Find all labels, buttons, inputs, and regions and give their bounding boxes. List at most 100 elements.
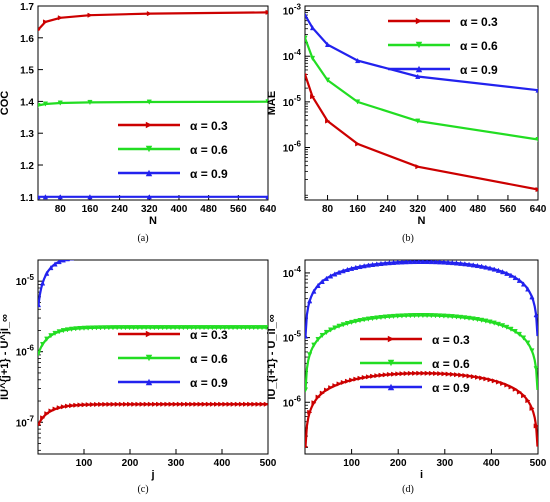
data-point	[48, 408, 54, 414]
data-point	[239, 253, 243, 257]
data-point	[470, 316, 476, 322]
data-point	[172, 325, 178, 331]
data-point	[172, 401, 178, 407]
x-tick-label: 500	[260, 458, 277, 469]
data-point	[340, 268, 346, 274]
data-point	[259, 325, 265, 331]
data-point	[259, 401, 265, 407]
data-point	[361, 374, 367, 381]
data-point	[332, 325, 338, 331]
data-point	[48, 333, 54, 339]
data-point	[118, 325, 124, 331]
data-point	[535, 186, 538, 193]
data-point	[403, 370, 409, 377]
x-tick-label: 100	[76, 458, 93, 469]
y-axis-label: MAE	[266, 91, 278, 115]
data-point	[147, 325, 153, 331]
x-tick-label: 80	[322, 204, 334, 215]
x-tick-label: 560	[500, 204, 517, 215]
data-point	[428, 313, 434, 319]
series-line-3	[305, 14, 538, 92]
data-point	[255, 401, 261, 407]
data-point	[222, 401, 228, 407]
data-point	[122, 401, 129, 407]
data-point	[93, 401, 100, 408]
data-point	[73, 326, 79, 332]
data-point	[98, 401, 104, 408]
data-point	[168, 401, 174, 407]
data-point	[106, 401, 112, 407]
legend-marker-3	[145, 169, 153, 177]
y-tick-label: 1.2	[20, 161, 34, 172]
data-point	[508, 326, 514, 332]
series-line-2	[305, 37, 538, 141]
legend-label-3: α = 0.9	[432, 381, 470, 395]
data-point	[479, 263, 485, 269]
y-tick-label: 1.1	[20, 193, 34, 204]
data-point	[52, 330, 58, 337]
data-point	[445, 371, 451, 377]
data-point	[94, 254, 98, 258]
legend-marker-3	[145, 378, 153, 386]
x-tick-label: 300	[436, 458, 453, 469]
x-tick-label: 640	[530, 204, 547, 215]
x-tick-label: 400	[483, 458, 500, 469]
data-point	[415, 73, 421, 79]
data-point	[48, 264, 54, 271]
data-point	[504, 270, 510, 276]
data-point	[242, 325, 249, 331]
data-point	[143, 401, 149, 407]
data-point	[462, 261, 468, 267]
data-point	[441, 313, 447, 319]
data-point	[491, 320, 497, 326]
data-point	[118, 401, 125, 407]
data-point	[246, 325, 253, 331]
legend-label-1: α = 0.3	[460, 15, 498, 29]
data-point	[395, 371, 401, 377]
data-point	[508, 272, 514, 278]
data-point	[144, 253, 148, 257]
data-point	[344, 320, 351, 327]
data-point	[44, 270, 50, 276]
data-point	[146, 11, 153, 17]
data-point	[357, 263, 363, 270]
data-point	[437, 371, 443, 377]
legend-marker-1	[145, 330, 153, 338]
data-point	[449, 260, 455, 266]
data-point	[445, 260, 451, 265]
data-point	[180, 401, 187, 407]
data-point	[470, 262, 476, 268]
legend-marker-2	[145, 354, 153, 362]
panel-c: 100 200 300 400 500 10-5 10-6 10-7 j IU^{j+1} - U…	[0, 253, 277, 481]
data-point	[374, 315, 380, 321]
data-point	[323, 275, 330, 281]
panel-d: 100 200 300 400 500 10-4 10-5 10-6 i IU_{i+1} - U…	[266, 259, 547, 481]
data-point	[479, 317, 485, 323]
data-point	[361, 263, 367, 269]
data-point	[193, 325, 199, 331]
data-point	[328, 385, 334, 391]
data-point	[189, 401, 195, 407]
y-tick-label: 10-5	[16, 273, 35, 288]
data-point	[247, 401, 253, 407]
data-point	[218, 401, 224, 407]
data-point	[111, 254, 115, 258]
data-point	[369, 261, 376, 267]
data-point	[432, 260, 439, 265]
data-point	[491, 378, 497, 384]
data-point	[135, 401, 141, 407]
data-point	[160, 401, 166, 407]
data-point	[307, 352, 313, 358]
data-point	[365, 316, 371, 322]
data-point	[39, 341, 46, 348]
data-point	[311, 288, 317, 294]
series-line-2	[38, 326, 268, 354]
data-point	[433, 370, 439, 377]
data-point	[155, 325, 162, 331]
legend-label-3: α = 0.9	[190, 376, 228, 390]
data-point	[365, 262, 371, 268]
x-tick-label: 400	[439, 204, 456, 215]
plot-frame	[37, 259, 269, 455]
data-point	[69, 403, 75, 409]
data-point	[146, 99, 152, 105]
